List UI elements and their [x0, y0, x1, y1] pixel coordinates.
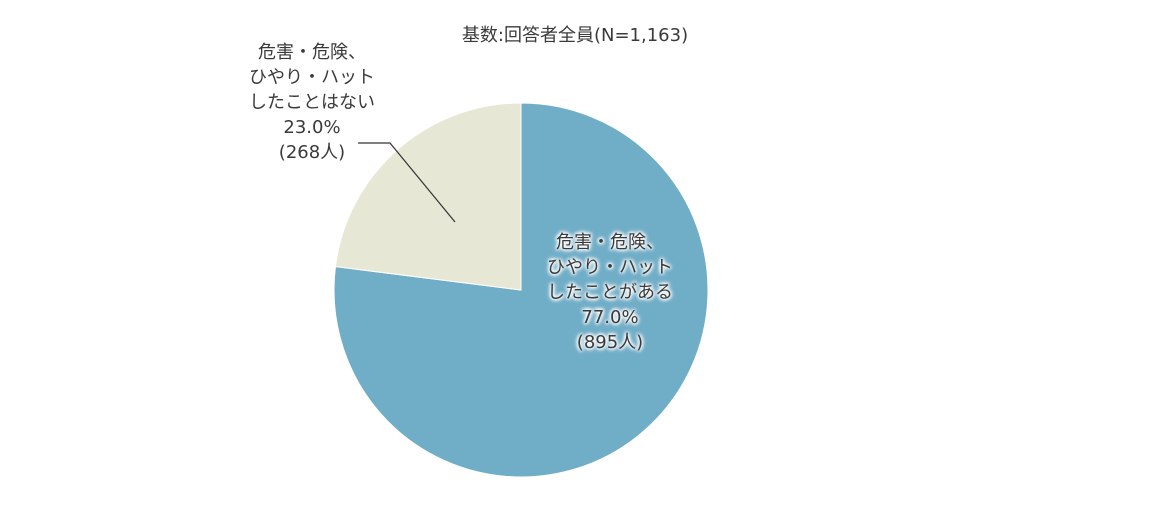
slice-label-line: ひやり・ハット — [249, 67, 375, 88]
slice-label-line: ひやり・ハット — [547, 257, 673, 278]
slice-count-label: (895人) — [576, 332, 644, 353]
slice-value-label: 23.0% — [283, 117, 341, 138]
slice-label-line: 危害・危険、 — [258, 42, 366, 63]
slice-label-has-experience: 危害・危険、 ひやり・ハット したことがある 77.0% (895人) — [530, 230, 690, 355]
slice-label-line: したことはない — [249, 92, 375, 113]
slice-count-label: (268人) — [278, 142, 346, 163]
pie-slice-no-experience — [334, 102, 522, 291]
slice-label-line: したことがある — [547, 282, 673, 303]
slice-value-label: 77.0% — [581, 307, 639, 328]
slice-label-line: 危害・危険、 — [556, 232, 664, 253]
pie-slices — [333, 102, 709, 478]
leader-line — [358, 142, 456, 223]
chart-title: 基数:回答者全員(N=1,163) — [461, 25, 689, 46]
slice-label-no-experience: 危害・危険、 ひやり・ハット したことはない 23.0% (268人) — [232, 40, 392, 165]
